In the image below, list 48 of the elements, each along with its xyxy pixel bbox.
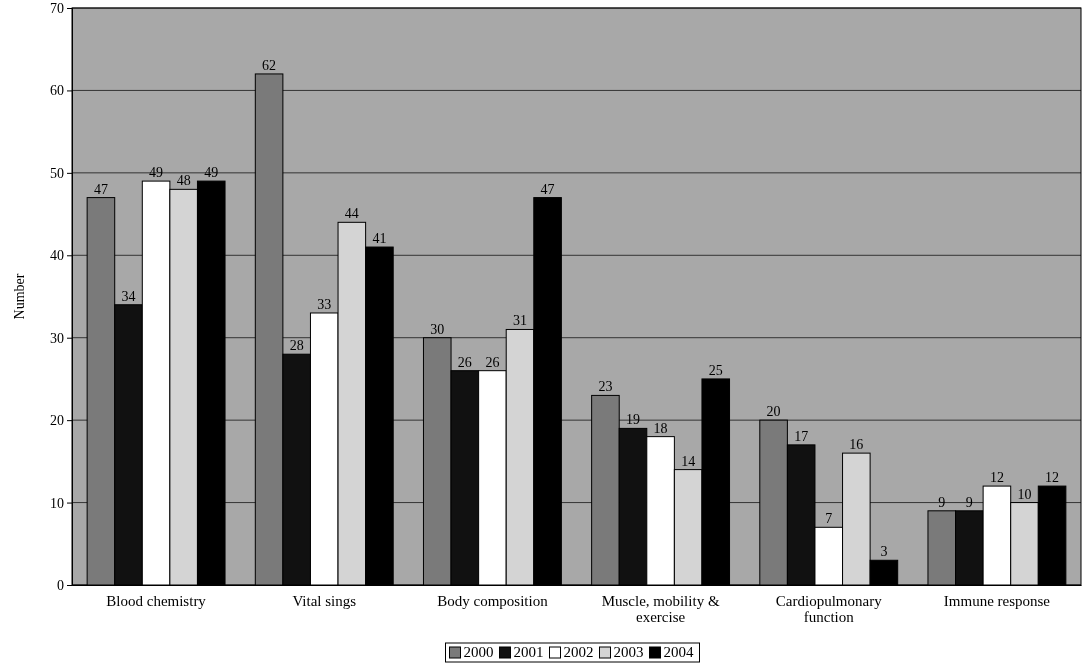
legend-label: 2000 — [463, 644, 494, 660]
data-label: 47 — [93, 181, 108, 197]
data-label: 28 — [289, 338, 304, 354]
data-label: 48 — [176, 173, 191, 189]
data-label: 31 — [513, 313, 527, 329]
y-tick-label: 10 — [50, 495, 64, 511]
data-label: 17 — [794, 428, 809, 444]
x-tick-label: Muscle, mobility & exercise — [601, 592, 720, 626]
data-label: 3 — [880, 544, 888, 560]
data-label: 14 — [681, 453, 696, 469]
y-tick-label: 70 — [50, 0, 64, 16]
data-label: 34 — [121, 288, 136, 304]
x-tick-label: Vital sings — [292, 592, 357, 609]
y-axis-title: Number — [12, 273, 27, 320]
y-tick-label: 50 — [50, 165, 64, 181]
y-tick-label: 30 — [50, 330, 64, 346]
data-label: 23 — [598, 379, 613, 395]
data-label: 16 — [849, 437, 864, 453]
legend-label: 2003 — [613, 644, 644, 660]
x-tick-label: Blood chemistry — [106, 592, 207, 609]
data-label: 49 — [204, 165, 219, 181]
y-tick-label: 40 — [50, 248, 64, 264]
data-label: 33 — [317, 296, 332, 312]
x-tick-label: Cardiopulmonary function — [775, 592, 883, 626]
legend-label: 2002 — [563, 644, 594, 660]
data-label: 26 — [485, 354, 500, 370]
data-label: 20 — [766, 404, 781, 420]
data-label: 30 — [430, 321, 445, 337]
y-tick-label: 0 — [57, 577, 64, 593]
x-tick-label: Immune response — [943, 592, 1051, 609]
data-label: 12 — [989, 470, 1004, 486]
data-label: 10 — [1017, 486, 1032, 502]
legend-label: 2001 — [513, 644, 544, 660]
x-tick-label: Body composition — [437, 592, 549, 609]
legend-label: 2004 — [663, 644, 694, 660]
data-label: 44 — [344, 206, 359, 222]
y-tick-label: 60 — [50, 83, 64, 99]
data-label: 26 — [457, 354, 472, 370]
data-label: 25 — [708, 362, 723, 378]
data-label: 49 — [149, 165, 164, 181]
data-label: 7 — [825, 511, 833, 527]
y-tick-label: 20 — [50, 413, 64, 429]
data-label: 19 — [626, 412, 640, 428]
data-label: 47 — [540, 181, 555, 197]
data-label: 41 — [372, 231, 387, 247]
data-label: 18 — [653, 420, 668, 436]
data-label: 62 — [262, 57, 277, 73]
data-label: 12 — [1045, 470, 1060, 486]
